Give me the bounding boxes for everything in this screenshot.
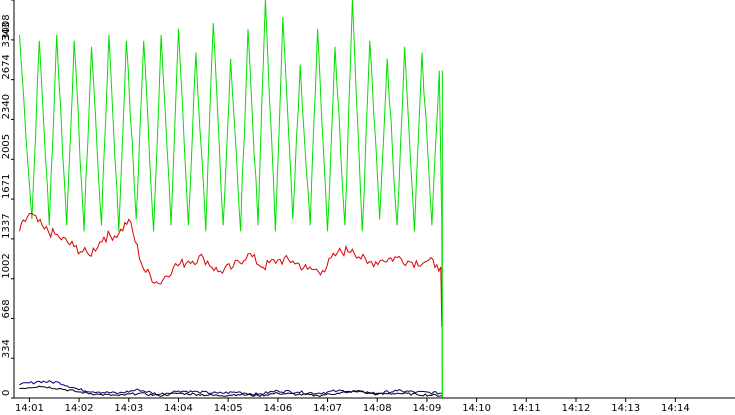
- x-tick-label: 14:07: [313, 403, 342, 414]
- x-tick-label: 14:09: [413, 403, 442, 414]
- series-line: [19, 385, 442, 398]
- x-tick-label: 14:12: [562, 403, 591, 414]
- x-tick-label: 14:10: [462, 403, 491, 414]
- y-tick-label: 1002: [1, 253, 12, 278]
- x-tick-label: 14:04: [164, 403, 193, 414]
- y-tick-label: 2005: [1, 134, 12, 159]
- x-tick-label: 14:05: [214, 403, 243, 414]
- y-tick-label: 668: [1, 299, 12, 318]
- series-line: [19, 0, 443, 399]
- y-tick-label: 0: [1, 390, 12, 396]
- y-tick-label: 334: [1, 339, 12, 358]
- x-tick-label: 14:01: [15, 403, 44, 414]
- y-tick-label: 1671: [1, 174, 12, 199]
- y-tick-label: 3008: [1, 14, 12, 39]
- series-line: [19, 213, 443, 327]
- series-layer: [19, 0, 443, 399]
- y-tick-label: 2674: [1, 54, 12, 79]
- y-tick-label: 3343: [1, 22, 12, 47]
- x-tick-label: 14:08: [363, 403, 392, 414]
- x-tick-label: 14:14: [661, 403, 690, 414]
- x-tick-label: 14:03: [114, 403, 143, 414]
- x-axis-ticks: 14:01 14:02 14:03 14:04 14:05 14:06 14:07 14:08…: [15, 398, 690, 414]
- x-tick-label: 14:13: [611, 403, 640, 414]
- y-tick-label: 2340: [1, 94, 12, 119]
- x-tick-label: 14:06: [263, 403, 292, 414]
- y-tick-label: 1337: [1, 213, 12, 238]
- x-tick-label: 14:02: [65, 403, 94, 414]
- x-tick-label: 14:11: [512, 403, 541, 414]
